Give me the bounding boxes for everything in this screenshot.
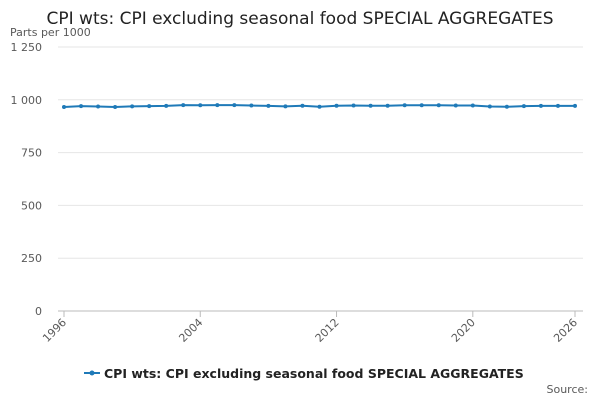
point [521, 104, 526, 109]
legend-label: CPI wts: CPI excluding seasonal food SPE… [104, 366, 524, 381]
point [385, 103, 390, 108]
x-tick-label: 2020 [449, 316, 478, 345]
point [419, 103, 424, 108]
source: Source: [547, 383, 589, 396]
point [504, 104, 509, 109]
point [62, 104, 66, 109]
point [266, 103, 271, 108]
point [79, 104, 84, 109]
x-tick-label: 2004 [176, 316, 205, 345]
y-tick-label: 1 250 [11, 41, 43, 54]
point [470, 103, 475, 108]
point [453, 103, 458, 108]
point [147, 104, 152, 109]
point [198, 103, 203, 108]
point [249, 103, 254, 108]
point [215, 103, 220, 108]
x-tick-label: 2026 [551, 316, 580, 345]
y-axis-label: Parts per 1000 [10, 26, 91, 39]
x-tick-label: 2012 [313, 316, 342, 345]
chart-title: CPI wts: CPI excluding seasonal food SPE… [47, 9, 554, 29]
point [436, 103, 441, 108]
point [283, 104, 288, 109]
point [487, 104, 492, 109]
point [573, 103, 577, 108]
y-tick-label: 1 000 [11, 94, 43, 107]
point [96, 104, 101, 109]
y-tick-label: 500 [21, 199, 42, 212]
x-tick-label: 1996 [40, 316, 69, 345]
point [232, 103, 237, 108]
point [164, 103, 169, 108]
point [334, 103, 339, 108]
y-tick-label: 750 [21, 147, 42, 160]
point [113, 104, 118, 109]
point [317, 104, 322, 109]
point [538, 103, 543, 108]
point [181, 103, 186, 108]
point [300, 103, 305, 108]
point [130, 104, 135, 109]
legend-marker [89, 370, 95, 376]
y-tick-label: 250 [21, 252, 42, 265]
point [402, 103, 407, 108]
point [368, 103, 373, 108]
point [555, 103, 560, 108]
point [351, 103, 356, 108]
y-tick-label: 0 [35, 305, 42, 318]
